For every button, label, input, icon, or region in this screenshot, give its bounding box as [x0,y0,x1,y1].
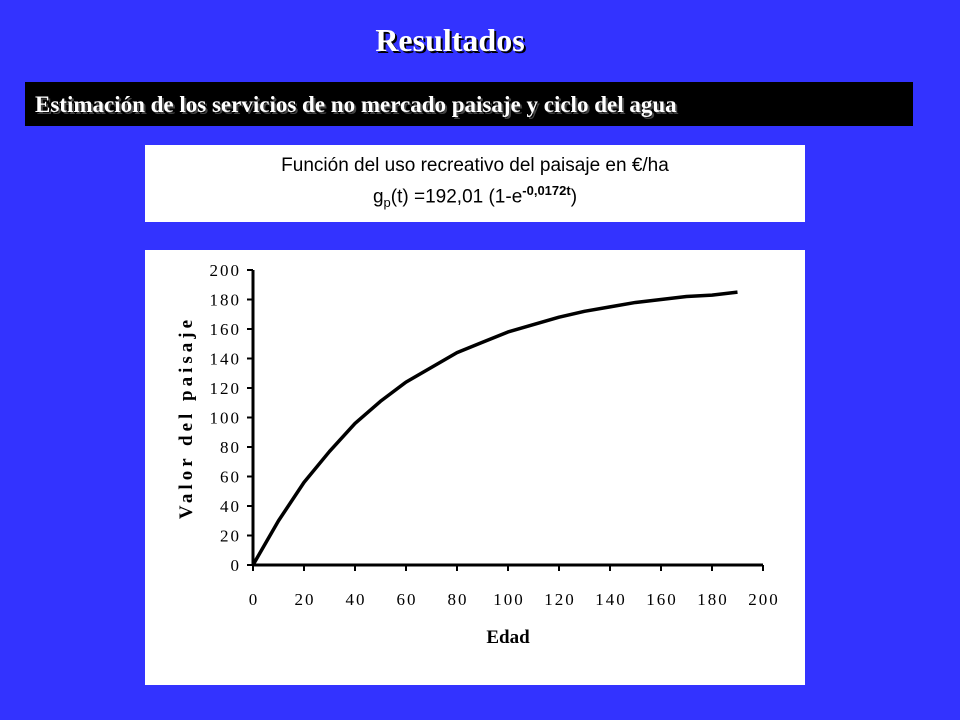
formula: gp(t) =192,01 (1-e-0,0172t) [145,183,805,210]
x-tick-label: 100 [493,590,525,609]
x-tick-label: 60 [397,590,418,609]
formula-caption: Función del uso recreativo del paisaje e… [281,155,669,176]
x-tick-label: 20 [295,590,316,609]
y-tick-label: 120 [210,379,242,398]
formula-part: g [372,186,384,208]
x-tick-label: 120 [544,590,576,609]
x-tick-label: 140 [595,590,627,609]
x-tick-label: 40 [346,590,367,609]
y-tick-label: 60 [220,468,241,487]
chart: 0 20 40 60 80 100 120 140 160 180 200 0 20 40 60 80 100 1… [145,250,805,685]
y-tick-label: 160 [210,320,242,339]
x-tick-label: 200 [748,590,780,609]
x-tick-label: 80 [448,590,469,609]
x-tick-label: 160 [646,590,678,609]
x-axis-label: Edad [486,627,530,648]
formula-part: ) [570,186,578,208]
y-tick-label: 20 [220,527,241,546]
y-tick-label: 80 [220,438,241,457]
slide-title: Resultados [375,22,525,58]
formula-box: Función del uso recreativo del paisaje e… [145,145,805,222]
subtitle: Estimación de los servicios de no mercad… [35,92,677,117]
formula-part: -0,0172t [522,183,571,198]
subtitle-bar [25,82,913,126]
y-tick-label: 40 [220,497,241,516]
formula-part: (t) =192,01 (1-e [390,186,523,208]
y-tick-label: 200 [210,261,242,280]
chart-background [145,250,805,685]
y-tick-label: 140 [210,350,242,369]
y-tick-label: 0 [231,556,242,575]
formula-part: p [383,195,391,211]
y-axis-label: Valor del paisaje [176,316,197,519]
y-tick-label: 100 [210,409,242,428]
y-tick-label: 180 [210,291,242,310]
x-tick-label: 0 [249,590,260,609]
line-series [251,290,738,566]
x-tick-label: 180 [697,590,729,609]
